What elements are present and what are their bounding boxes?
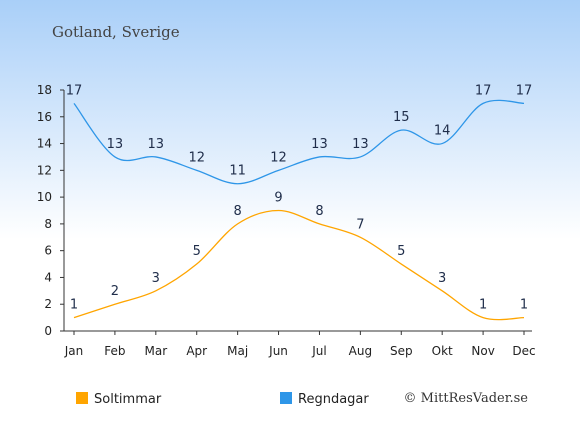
y-tick-label: 18 [37, 83, 52, 97]
data-label: 7 [356, 217, 364, 232]
legend-swatch [76, 392, 88, 404]
data-label: 17 [66, 83, 83, 98]
data-label: 2 [111, 284, 119, 299]
data-label: 3 [438, 271, 446, 286]
x-tick-label: Apr [186, 344, 207, 358]
series-line [73, 99, 525, 185]
data-label: 8 [315, 204, 323, 219]
data-label: 13 [148, 137, 165, 152]
y-tick-label: 8 [44, 217, 52, 231]
x-tick-label: Jul [311, 344, 326, 358]
y-tick-label: 14 [37, 137, 52, 151]
x-tick-label: Dec [512, 344, 535, 358]
data-label: 13 [352, 137, 369, 152]
y-tick-label: 4 [44, 270, 52, 284]
legend-label: Regndagar [298, 392, 369, 407]
data-label: 15 [393, 110, 410, 125]
data-label: 17 [516, 83, 533, 98]
data-label: 1 [520, 298, 528, 313]
series-regndagar: 17 13 13 12 11 12 13 13 15 14 17 17 [66, 83, 533, 185]
data-label: 14 [434, 124, 451, 139]
series-line [73, 209, 525, 321]
data-label: 17 [475, 83, 492, 98]
data-label: 13 [107, 137, 124, 152]
y-tick-label: 2 [44, 297, 52, 311]
data-label: 11 [229, 164, 246, 179]
data-label: 5 [193, 244, 201, 259]
x-tick-label: Jan [64, 344, 84, 358]
data-label: 1 [70, 298, 78, 313]
chart-title: Gotland, Sverige [52, 23, 180, 41]
x-tick-label: Mar [144, 344, 167, 358]
data-label: 5 [397, 244, 405, 259]
legend: Soltimmar Regndagar [76, 392, 369, 407]
legend-swatch [280, 392, 292, 404]
y-tick-label: 6 [44, 244, 52, 258]
x-tick-label: Maj [227, 344, 248, 358]
x-tick-label: Feb [104, 344, 125, 358]
y-tick-label: 10 [37, 190, 52, 204]
y-tick-label: 16 [37, 110, 52, 124]
data-label: 12 [270, 150, 287, 165]
x-tick-label: Nov [471, 344, 494, 358]
data-label: 8 [233, 204, 241, 219]
x-tick-label: Sep [390, 344, 413, 358]
data-label: 1 [479, 298, 487, 313]
data-label: 13 [311, 137, 328, 152]
legend-label: Soltimmar [94, 392, 162, 407]
series-soltimmar: 1 2 3 5 8 9 8 7 5 3 1 1 [70, 191, 528, 321]
y-tick-label: 0 [44, 324, 52, 338]
x-tick-label: Okt [432, 344, 453, 358]
data-label: 3 [152, 271, 160, 286]
y-tick-label: 12 [37, 163, 52, 177]
x-tick-label: Jun [268, 344, 288, 358]
x-tick-label: Aug [349, 344, 372, 358]
data-label: 12 [188, 150, 205, 165]
data-label: 9 [274, 191, 282, 206]
credit-text: © MittResVader.se [404, 391, 529, 406]
